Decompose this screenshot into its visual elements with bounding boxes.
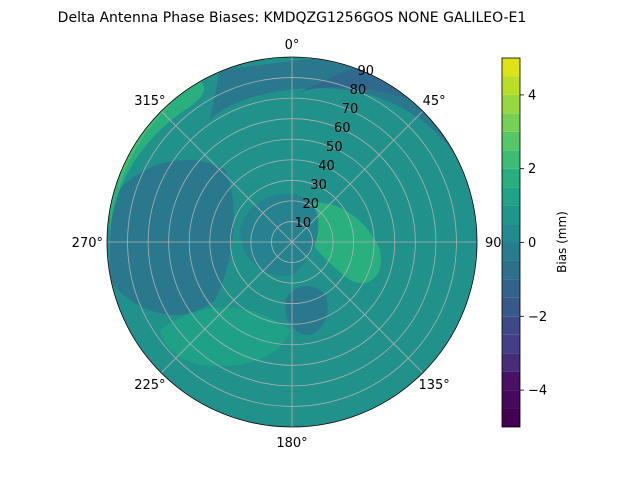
colorbar-band <box>502 242 520 261</box>
contour-region-sw-high <box>160 307 290 367</box>
azimuth-grid-line-45 <box>291 110 424 243</box>
colorbar-tick-label: 4 <box>528 88 536 103</box>
colorbar-band <box>502 168 520 188</box>
contour-region-center-low <box>240 193 319 276</box>
chart-title: Delta Antenna Phase Biases: KMDQZG1256GO… <box>58 10 527 26</box>
radial-tick-label: 70 <box>342 102 359 117</box>
colorbar-band <box>502 316 520 335</box>
colorbar-tick-label: 2 <box>528 162 536 177</box>
colorbar-band <box>502 371 520 391</box>
colorbar-label: Bias (mm) <box>555 211 569 273</box>
colorbar-band <box>502 279 520 298</box>
contour-region-east-high <box>300 202 381 284</box>
radial-tick-label: 20 <box>302 197 319 212</box>
colorbar-band <box>502 334 520 354</box>
azimuth-tick-label: 180° <box>276 436 307 451</box>
colorbar-band <box>502 390 520 409</box>
colorbar: −4 −2 0 2 4 <box>501 57 547 428</box>
colorbar-band <box>502 353 520 372</box>
azimuth-tick-labels: 0°45°90°135°180°225°270°315° <box>72 38 508 451</box>
colorbar-band <box>502 297 520 317</box>
radial-tick-label: 40 <box>318 159 335 174</box>
azimuth-grid-line-135 <box>291 241 424 374</box>
contour-region-nw-higher <box>118 95 170 190</box>
azimuth-grid-line-225 <box>160 241 293 374</box>
radial-tick-label: 10 <box>295 216 312 231</box>
colorbar-band <box>502 408 520 427</box>
azimuth-tick-label: 270° <box>72 236 103 251</box>
azimuth-tick-label: 225° <box>134 378 165 393</box>
colorbar-tick-label: −4 <box>528 384 547 399</box>
colorbar-band <box>502 58 520 77</box>
colorbar-band <box>502 260 520 280</box>
colorbar-tick-label: 0 <box>528 236 536 251</box>
colorbar-band <box>502 187 520 206</box>
colorbar-band <box>502 113 520 132</box>
polar-frame <box>106 56 478 428</box>
colorbar-tick-label: −2 <box>528 310 547 325</box>
azimuth-tick-label: 315° <box>134 94 165 109</box>
radial-tick-label: 30 <box>310 178 327 193</box>
radial-tick-label: 50 <box>326 140 343 155</box>
colorbar-band <box>502 94 520 114</box>
radial-tick-label: 90 <box>358 64 375 79</box>
colorbar-band <box>502 76 520 95</box>
colorbar-band <box>502 150 520 169</box>
radial-tick-label: 80 <box>350 83 367 98</box>
colorbar-band <box>502 131 520 151</box>
azimuth-tick-label: 0° <box>285 38 300 53</box>
colorbar-band <box>502 224 520 243</box>
azimuth-tick-label: 135° <box>418 378 449 393</box>
azimuth-grid-line-315 <box>160 110 293 243</box>
colorbar-band <box>502 205 520 225</box>
radial-tick-labels: 10 20 30 40 50 60 70 80 90 <box>295 64 374 231</box>
azimuth-grid <box>107 57 477 427</box>
contour-region-west-low <box>110 160 234 315</box>
azimuth-tick-label: 45° <box>423 94 446 109</box>
radial-tick-label: 60 <box>334 121 351 136</box>
